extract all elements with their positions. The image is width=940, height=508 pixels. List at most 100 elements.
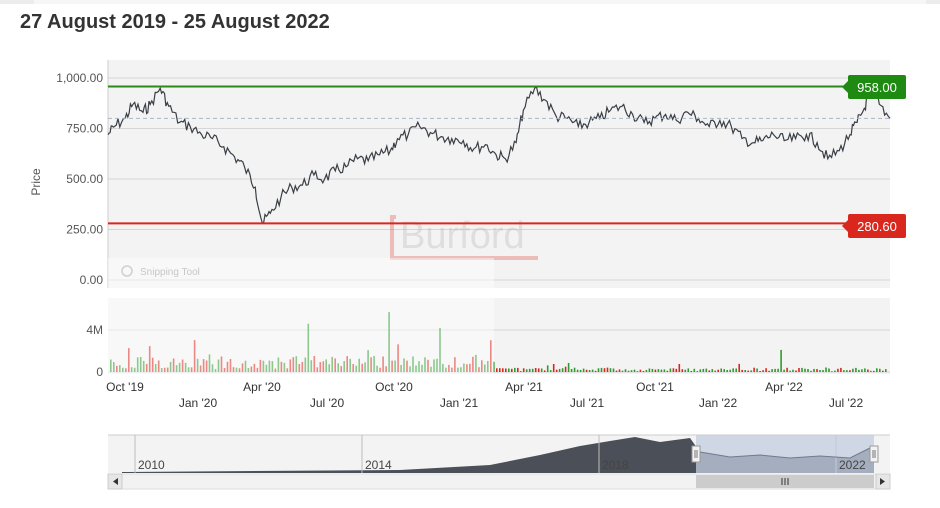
volume-bar (564, 366, 567, 372)
volume-bar (741, 369, 743, 372)
volume-bar (675, 368, 678, 372)
scrollbar[interactable] (107, 473, 891, 490)
volume-bar (128, 348, 130, 372)
volume-bar (388, 312, 390, 372)
volume-bar (253, 363, 256, 372)
volume-bar (780, 349, 782, 372)
volume-bar (244, 360, 247, 372)
volume-bar (567, 363, 570, 372)
x-tick-label-bottom: Jul '21 (570, 396, 605, 410)
volume-bar (265, 364, 268, 372)
volume-bar (855, 367, 857, 372)
x-tick-label-bottom: Jul '20 (310, 396, 345, 410)
navigator-selection[interactable] (696, 435, 874, 473)
volume-bar (642, 371, 645, 372)
volume-bar (175, 365, 178, 372)
volume-bar (433, 359, 435, 372)
volume-bar (624, 369, 627, 372)
volume-bar (259, 359, 262, 372)
volume-bar (358, 358, 360, 372)
volume-bar (307, 323, 310, 372)
volume-bar (116, 365, 118, 372)
volume-bar (762, 370, 764, 372)
volume-bar (466, 364, 468, 372)
volume-bar (591, 369, 594, 372)
volume-bar (472, 356, 474, 372)
volume-plot-bg (108, 298, 890, 374)
volume-bar (382, 356, 384, 372)
volume-bar (166, 367, 169, 372)
volume-bar (511, 368, 513, 372)
volume-bar (298, 364, 301, 372)
volume-bar (771, 369, 773, 372)
volume-bar (119, 365, 121, 372)
volume-bar (666, 370, 669, 372)
volume-bar (421, 364, 423, 372)
volume-bar (409, 366, 411, 372)
volume-bar (726, 370, 728, 372)
volume-bar (442, 363, 444, 372)
price-tick-label: 750.00 (66, 122, 103, 136)
volume-bar (837, 368, 839, 372)
volume-bar (139, 357, 142, 372)
volume-bar (217, 359, 220, 372)
volume-bar (394, 360, 396, 372)
volume-bar (193, 340, 196, 372)
x-tick-label-top: Apr '22 (765, 380, 803, 394)
volume-tick-label: 4M (86, 323, 103, 337)
volume-bar (732, 368, 734, 372)
navigator-left-handle[interactable] (691, 445, 701, 463)
top-strip-inner (34, 0, 926, 4)
volume-bar (774, 368, 776, 372)
volume-bar (717, 369, 719, 372)
volume-bar (337, 363, 339, 372)
volume-bar (813, 368, 815, 372)
volume-bar (873, 370, 875, 372)
y-axis-label: Price (29, 168, 43, 196)
volume-bar (519, 371, 522, 372)
volume-bar (400, 364, 402, 372)
volume-bar (570, 369, 573, 372)
volume-bar (843, 370, 845, 372)
volume-tick-labels: 4M 0 (86, 323, 103, 379)
volume-bar (531, 368, 534, 372)
volume-bar (475, 354, 477, 372)
volume-bar (163, 367, 166, 372)
scroll-left-arrow-icon (113, 478, 118, 485)
volume-bar (110, 359, 112, 372)
navigator[interactable]: 2010 2014 2018 2022 (108, 434, 890, 473)
volume-bar (795, 370, 797, 372)
volume-bar (876, 368, 878, 372)
volume-bar (208, 354, 211, 372)
navigator-right-handle[interactable] (869, 445, 879, 463)
volume-bar (606, 367, 609, 372)
volume-bar (648, 368, 651, 372)
volume-bar (205, 360, 208, 372)
volume-bar (295, 356, 298, 372)
volume-bar (753, 367, 755, 372)
volume-bar (178, 362, 181, 372)
watermark-text: Burford (400, 215, 525, 257)
volume-bar (861, 369, 863, 372)
volume-bar (690, 371, 693, 372)
volume-bar (397, 344, 399, 372)
volume-bar (430, 366, 432, 372)
volume-bar (125, 368, 127, 372)
volume-bar (621, 370, 624, 372)
resistance-label-arrow (842, 81, 848, 93)
volume-bar (373, 356, 375, 372)
volume-bar (271, 361, 274, 372)
resistance-label: 958.00 (842, 75, 906, 99)
volume-bar (759, 371, 761, 372)
volume-bar (765, 368, 767, 372)
volume-bar (840, 367, 842, 372)
volume-bar (645, 369, 648, 372)
volume-bar (777, 368, 779, 372)
volume-bar (250, 366, 253, 372)
navigator-right-handle-box[interactable] (869, 445, 879, 463)
volume-bar (696, 371, 699, 372)
x-tick-label-top: Oct '21 (636, 380, 674, 394)
volume-bar (603, 368, 606, 372)
navigator-left-handle-box[interactable] (691, 445, 701, 463)
volume-bar (325, 359, 327, 372)
